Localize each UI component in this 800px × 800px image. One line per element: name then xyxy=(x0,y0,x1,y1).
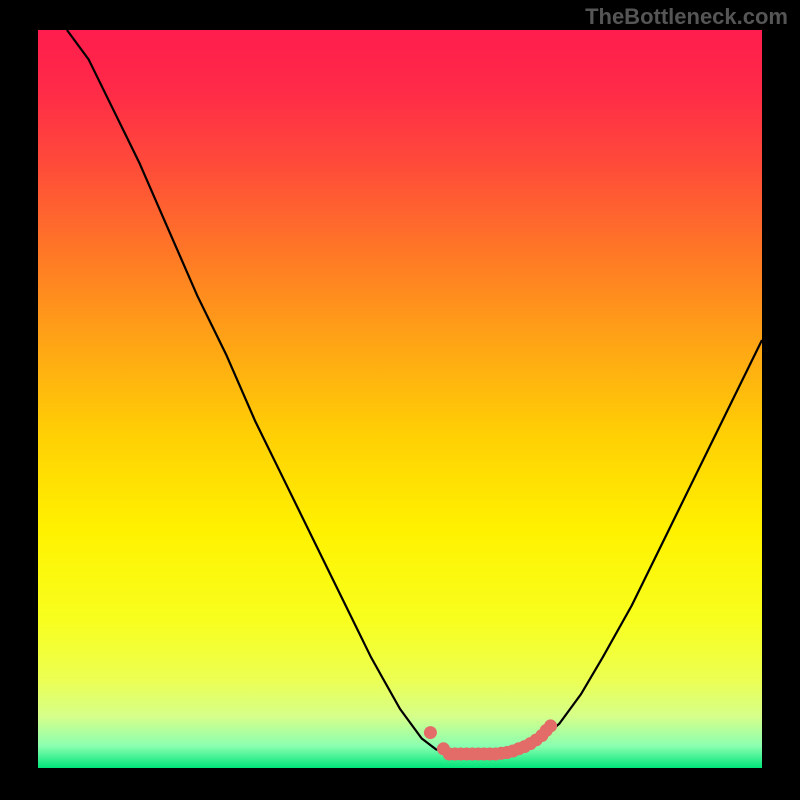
bottleneck-chart xyxy=(0,0,800,800)
watermark-text: TheBottleneck.com xyxy=(585,4,788,30)
highlight-lead-dot xyxy=(424,726,437,739)
plot-background xyxy=(38,30,762,768)
highlight-dot xyxy=(544,719,557,732)
